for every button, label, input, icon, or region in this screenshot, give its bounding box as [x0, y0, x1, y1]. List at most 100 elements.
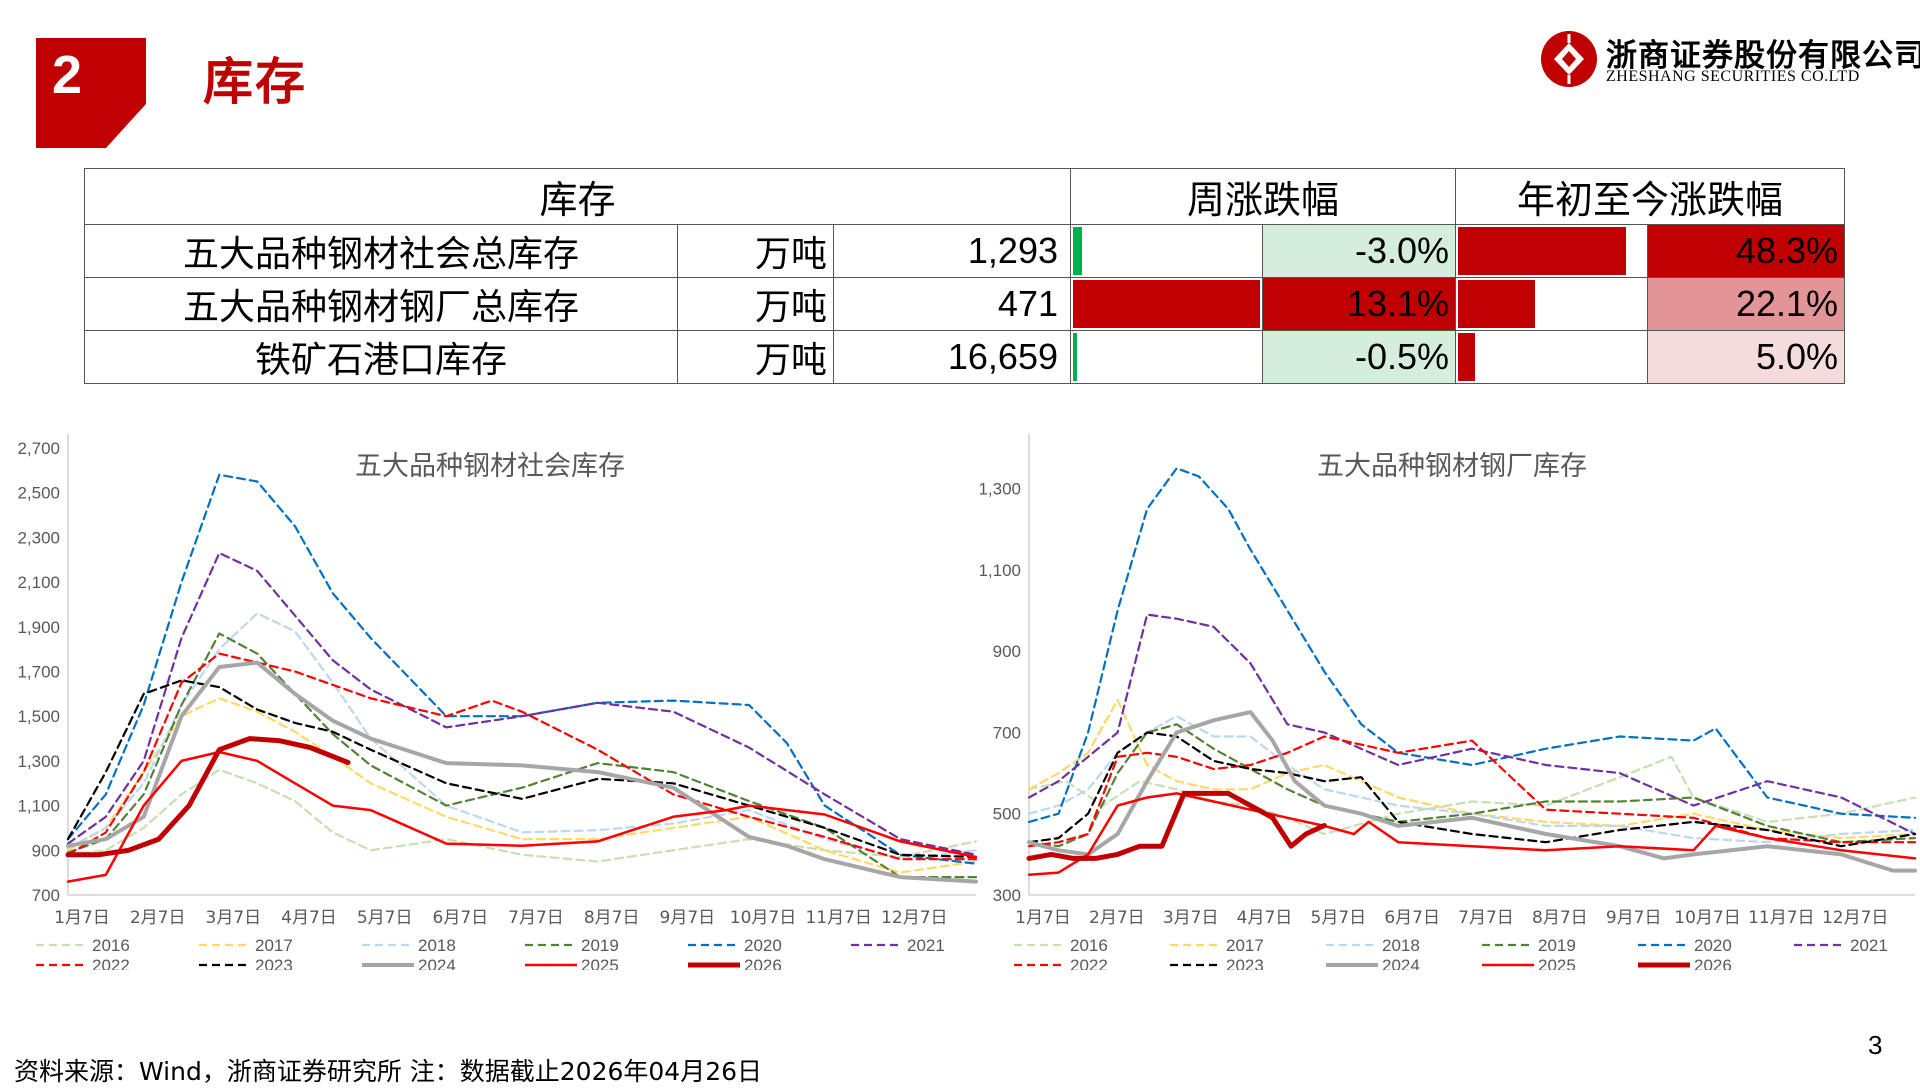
ytd-bar: [1458, 227, 1627, 275]
x-tick-label: 1月7日: [54, 908, 110, 928]
social-inventory-chart-svg: 五大品种钢材社会库存 700 900 1,100 1,300 1,500 1,700 1,90…: [17, 434, 978, 970]
table-row: 五大品种钢材社会总库存 万吨 1,293 -3.0% 48.3%: [84, 224, 1846, 278]
ytd-bar: [1458, 333, 1476, 381]
legend-label-2024: 2024: [418, 956, 456, 970]
series-line-2020: [1027, 467, 1917, 823]
legend-label-2025: 2025: [581, 956, 619, 970]
y-tick-label: 2,700: [17, 439, 60, 458]
section-badge-shape: [36, 38, 146, 148]
series-line-2023: [66, 679, 978, 859]
x-tick-label: 12月7日: [881, 908, 947, 928]
x-tick-label: 4月7日: [1237, 908, 1293, 928]
source-note: 资料来源：Wind，浙商证券研究所 注：数据截止2026年04月26日: [14, 1057, 763, 1086]
legend-label-2022: 2022: [1070, 956, 1108, 970]
legend-label-2019: 2019: [581, 936, 619, 955]
weekly-bar-cell: [1070, 330, 1263, 384]
y-tick-label: 1,100: [17, 797, 60, 816]
weekly-change-value: -0.5%: [1354, 336, 1450, 377]
legend-label-2023: 2023: [1226, 956, 1264, 970]
x-tick-label: 2月7日: [130, 908, 186, 928]
x-tick-label: 4月7日: [281, 908, 337, 928]
row-name: 五大品种钢材社会总库存: [84, 224, 678, 278]
legend-label-2023: 2023: [255, 956, 293, 970]
y-tick-label: 1,900: [17, 618, 60, 637]
brand-name-en: ZHESHANG SECURITIES CO.LTD: [1606, 68, 1860, 85]
weekly-bar: [1073, 280, 1260, 328]
ytd-change-value: 48.3%: [1735, 230, 1839, 271]
page-number: 3: [1868, 1030, 1883, 1060]
mill-inventory-chart: 五大品种钢材钢厂库存 300 500 700 900 1,100 1,300 1月7日 2月7日…: [980, 430, 1920, 970]
legend-label-2018: 2018: [418, 936, 456, 955]
row-unit: 万吨: [677, 330, 834, 384]
table-row: 铁矿石港口库存 万吨 16,659 -0.5% 5.0%: [84, 330, 1846, 384]
x-tick-label: 9月7日: [1606, 908, 1662, 928]
weekly-change-cell: -0.5%: [1261, 330, 1457, 384]
legend-label-2020: 2020: [744, 936, 782, 955]
y-tick-label: 2,300: [17, 528, 60, 547]
legend-label-2022: 2022: [92, 956, 130, 970]
x-tick-label: 11月7日: [805, 908, 871, 928]
chart-title: 五大品种钢材钢厂库存: [1317, 451, 1587, 482]
y-tick-label: 1,300: [980, 480, 1021, 499]
section-number: 2: [52, 45, 83, 105]
weekly-change-value: -3.0%: [1354, 230, 1450, 271]
x-tick-label: 12月7日: [1822, 908, 1888, 928]
series-line-2019: [66, 632, 978, 879]
x-tick-label: 10月7日: [730, 908, 796, 928]
legend-label-2025: 2025: [1538, 956, 1576, 970]
x-tick-label: 10月7日: [1674, 908, 1740, 928]
ytd-bar: [1458, 280, 1536, 328]
x-tick-label: 5月7日: [1311, 908, 1367, 928]
legend-label-2017: 2017: [1226, 936, 1264, 955]
row-value: 471: [833, 277, 1071, 331]
series-line-2017: [1027, 698, 1917, 840]
legend-label-2018: 2018: [1382, 936, 1420, 955]
ytd-change-cell: 22.1%: [1647, 277, 1846, 331]
row-unit: 万吨: [677, 277, 834, 331]
header-weekly-change: 周涨跌幅: [1069, 168, 1457, 225]
x-tick-label: 3月7日: [1163, 908, 1219, 928]
y-tick-label: 900: [993, 642, 1021, 661]
brand-mark-icon: [1541, 31, 1597, 87]
legend-label-2016: 2016: [1070, 936, 1108, 955]
legend-label-2024: 2024: [1382, 956, 1420, 970]
legend-label-2016: 2016: [92, 936, 130, 955]
y-tick-label: 500: [993, 805, 1021, 824]
series-line-2022: [1027, 735, 1917, 848]
y-tick-label: 700: [993, 723, 1021, 742]
series-line-2024: [66, 660, 978, 884]
ytd-change-cell: 5.0%: [1647, 330, 1846, 384]
row-name: 铁矿石港口库存: [84, 330, 678, 384]
social-inventory-chart: 五大品种钢材社会库存 700 900 1,100 1,300 1,500 1,700 1,90…: [0, 430, 980, 970]
row-name: 五大品种钢材钢厂总库存: [84, 277, 678, 331]
brand-name-cn: 浙商证券股份有限公司: [1606, 38, 1920, 74]
header-inventory: 库存: [84, 168, 1071, 225]
series-line-2024: [1027, 710, 1917, 873]
series-line-2018: [66, 612, 978, 861]
x-tick-label: 5月7日: [357, 908, 413, 928]
x-tick-label: 9月7日: [660, 908, 716, 928]
y-tick-label: 2,500: [17, 484, 60, 503]
series-line-2022: [66, 652, 978, 861]
weekly-change-cell: 13.1%: [1261, 277, 1457, 331]
row-value: 1,293: [833, 224, 1071, 278]
header-ytd-change: 年初至今涨跌幅: [1455, 168, 1846, 225]
ytd-bar-cell: [1455, 224, 1649, 278]
x-tick-label: 6月7日: [433, 908, 489, 928]
y-tick-label: 300: [993, 886, 1021, 905]
x-tick-label: 2月7日: [1089, 908, 1145, 928]
legend-label-2021: 2021: [1850, 936, 1888, 955]
legend-label-2026: 2026: [1694, 956, 1732, 970]
y-tick-label: 1,100: [980, 561, 1021, 580]
ytd-change-value: 5.0%: [1755, 336, 1839, 377]
chart-title: 五大品种钢材社会库存: [355, 451, 625, 482]
y-tick-label: 2,100: [17, 573, 60, 592]
series-line-2025: [66, 750, 978, 883]
section-title: 库存: [203, 53, 307, 111]
mill-inventory-chart-svg: 五大品种钢材钢厂库存 300 500 700 900 1,100 1,300 1月7日 2月7日…: [980, 434, 1917, 970]
ytd-change-cell: 48.3%: [1647, 224, 1846, 278]
ytd-bar-cell: [1455, 277, 1649, 331]
series-line-2019: [1027, 723, 1917, 848]
x-tick-label: 11月7日: [1748, 908, 1814, 928]
y-tick-label: 700: [32, 886, 60, 905]
